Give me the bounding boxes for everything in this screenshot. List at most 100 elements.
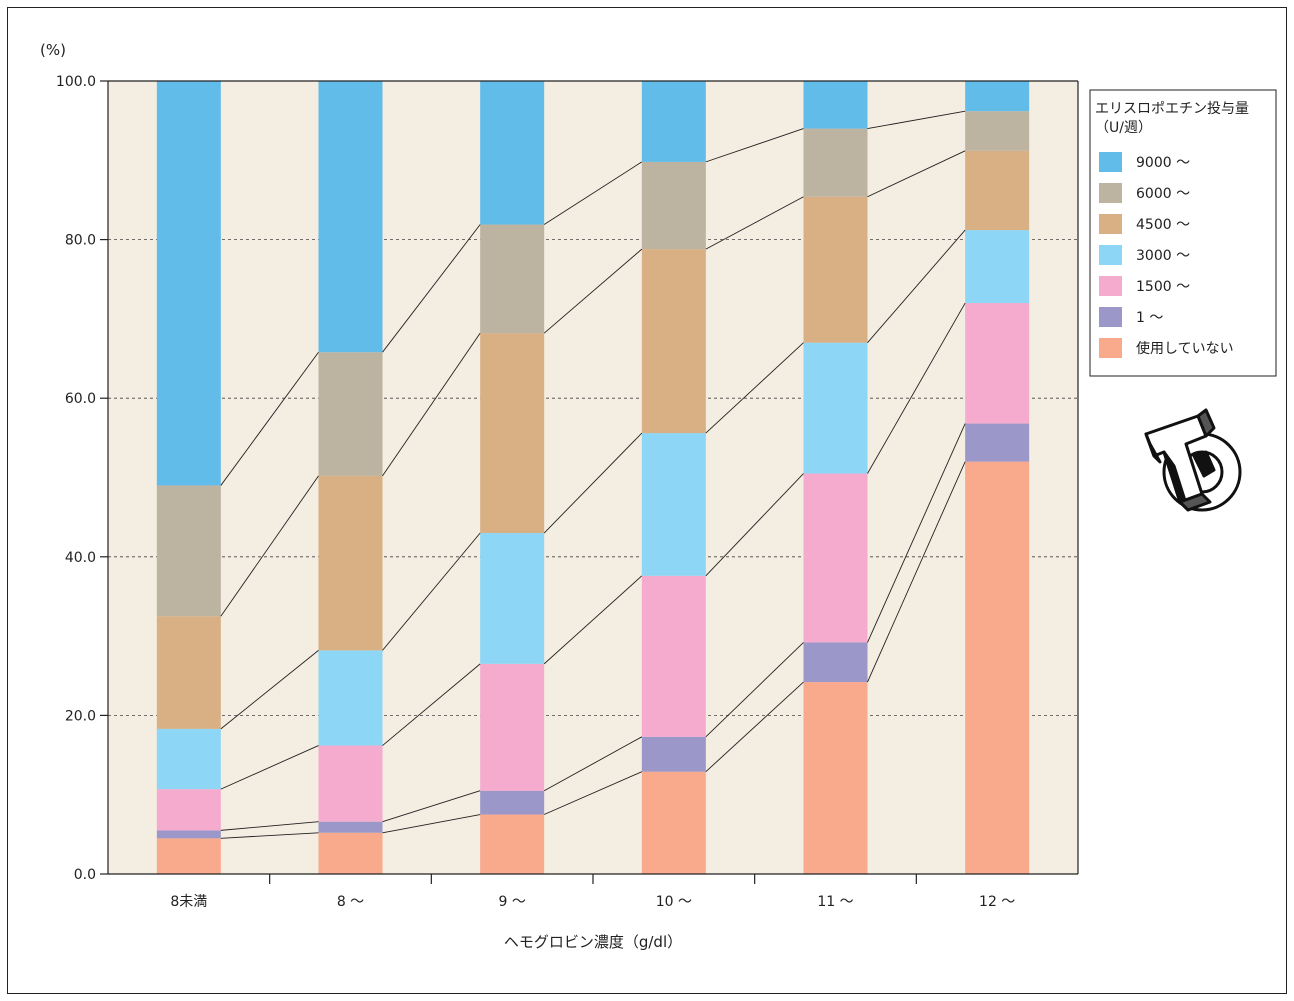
legend-title: （U/週） (1095, 120, 1152, 136)
bar-segment (965, 461, 1030, 874)
legend-label: 使用していない (1136, 340, 1234, 357)
connector-line (543, 161, 643, 225)
bar-segment (641, 249, 706, 434)
connector-line (382, 663, 481, 746)
connector-line (705, 642, 804, 738)
bars (156, 81, 1030, 874)
legend-swatch (1099, 152, 1122, 172)
chart-frame: 0.0 20.0 40.0 60.0 80.0 100.0 8未満 8 〜 9 〜 10 〜 11… (7, 7, 1287, 994)
bar-segment (318, 832, 383, 874)
y-tick-label: 40.0 (65, 550, 96, 566)
x-tick-labels: 8未満 8 〜 9 〜 10 〜 11 〜 12 〜 (170, 894, 1015, 910)
bar-segment (965, 230, 1030, 304)
x-tick-label: 10 〜 (656, 894, 692, 910)
bar-segment (480, 533, 545, 664)
connector-line (382, 790, 481, 823)
bar-segment (156, 830, 221, 839)
y-tick-label: 100.0 (56, 74, 96, 90)
x-tick-label: 8未満 (170, 894, 207, 910)
connector-line (382, 332, 481, 477)
connector-line (220, 475, 319, 617)
connector-line (220, 351, 319, 486)
connector-line (543, 771, 643, 815)
axes (100, 80, 1079, 884)
legend-title: エリスロポエチン投与量 (1095, 101, 1249, 117)
connector-line (382, 224, 481, 353)
bar-segment (480, 663, 545, 791)
connector-line (867, 302, 966, 474)
connector-line (382, 814, 481, 834)
bar-segment (803, 473, 868, 643)
bar-segment (641, 433, 706, 576)
bar-segment (803, 196, 868, 343)
bar-segment (965, 150, 1030, 231)
bar-segment (318, 475, 383, 651)
y-tick-label: 80.0 (65, 233, 96, 249)
bar-segment (156, 789, 221, 831)
legend-swatch (1099, 338, 1122, 358)
y-axis-label: (%) (40, 41, 66, 59)
legend-label: 1500 〜 (1136, 279, 1190, 295)
bar-segment (318, 81, 383, 353)
legend-label: 4500 〜 (1136, 217, 1190, 233)
connector-line (220, 745, 319, 790)
bar-segment (318, 745, 383, 822)
x-tick-label: 9 〜 (498, 894, 525, 910)
bar-segment (641, 575, 706, 737)
bar-segment (318, 352, 383, 476)
bar-segment (156, 838, 221, 874)
legend-swatch (1099, 183, 1122, 203)
legend-label: 6000 〜 (1136, 186, 1190, 202)
legend-label: 9000 〜 (1136, 155, 1190, 171)
y-tick-label: 0.0 (74, 867, 96, 883)
bar-segment (480, 224, 545, 334)
legend-label: 1 〜 (1136, 310, 1163, 326)
legend-swatch (1099, 307, 1122, 327)
bar-segment (480, 333, 545, 534)
bar-segment (480, 81, 545, 225)
connector-line (705, 681, 804, 773)
connector-line (220, 832, 319, 839)
bar-segment (480, 814, 545, 874)
bar-segment (318, 821, 383, 833)
bar-segment (803, 642, 868, 683)
bar-segment (965, 303, 1030, 424)
legend-swatch (1099, 276, 1122, 296)
x-tick-label: 8 〜 (337, 894, 364, 910)
connector-line (543, 248, 643, 334)
bar-segment (156, 728, 221, 790)
connector-line (220, 821, 319, 831)
connector-line (382, 532, 481, 651)
y-tick-label: 20.0 (65, 708, 96, 724)
legend-label: 3000 〜 (1136, 248, 1190, 264)
connector-line (543, 575, 643, 665)
td-logo-icon (1144, 408, 1242, 512)
legend-swatch (1099, 214, 1122, 234)
bar-segment (156, 485, 221, 617)
bar-segment (965, 111, 1030, 151)
connector-lines (220, 110, 966, 839)
connector-line (543, 736, 643, 792)
bar-segment (803, 128, 868, 197)
y-tick-label: 60.0 (65, 391, 96, 407)
x-axis-label: ヘモグロビン濃度（g/dl） (504, 933, 682, 951)
bar-segment (803, 342, 868, 474)
x-tick-label: 11 〜 (817, 894, 853, 910)
bar-segment (965, 81, 1030, 112)
connector-line (705, 196, 804, 250)
bar-segment (480, 790, 545, 815)
bar-segment (965, 423, 1030, 462)
connector-line (220, 650, 319, 730)
legend: エリスロポエチン投与量 （U/週） 9000 〜 6000 〜 4500 〜 3000 〜… (1089, 89, 1277, 377)
bar-segment (641, 81, 706, 162)
bar-segment (156, 81, 221, 486)
bar-segment (641, 161, 706, 250)
bar-segment (803, 81, 868, 129)
bar-segment (641, 771, 706, 874)
bar-segment (318, 650, 383, 746)
connector-line (867, 461, 966, 683)
plot-area (108, 81, 1078, 874)
connector-line (867, 229, 966, 343)
bar-segment (803, 682, 868, 874)
bar-segment (641, 736, 706, 772)
